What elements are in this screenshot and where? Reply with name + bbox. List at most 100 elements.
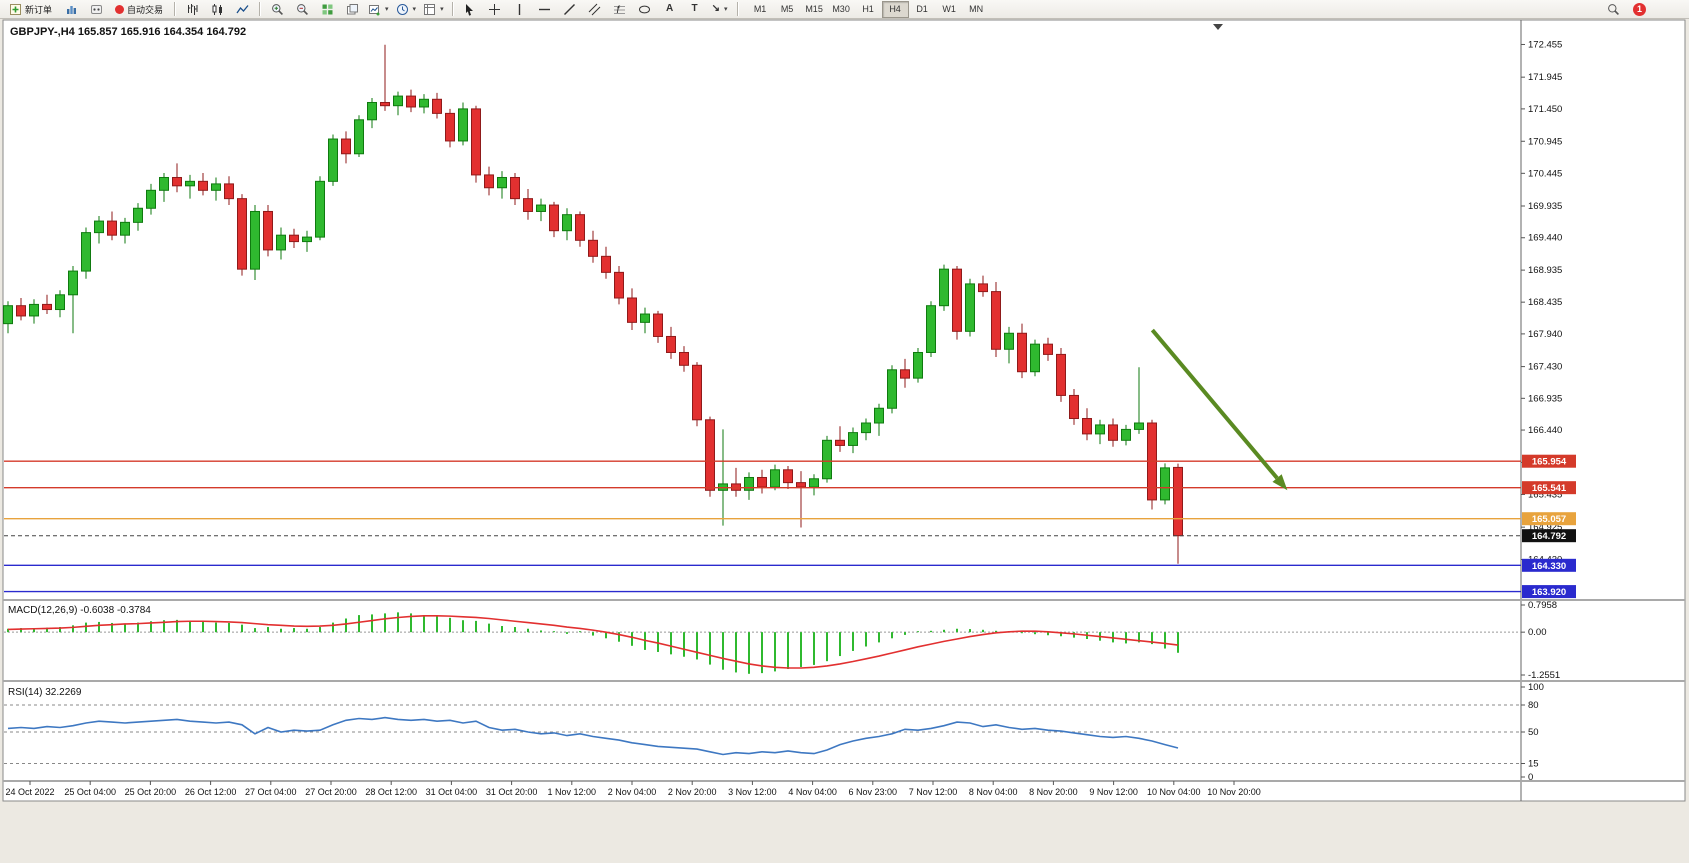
bar-chart-button[interactable]	[180, 1, 204, 18]
svg-text:167.430: 167.430	[1528, 362, 1562, 373]
rsi-axis-label: 15	[1528, 759, 1539, 770]
ohlc-bars-icon	[187, 3, 198, 15]
svg-text:31 Oct 20:00: 31 Oct 20:00	[486, 787, 538, 797]
crosshair-button[interactable]	[483, 1, 507, 18]
svg-text:27 Oct 04:00: 27 Oct 04:00	[245, 787, 297, 797]
line-chart-button[interactable]	[230, 1, 254, 18]
svg-text:2 Nov 04:00: 2 Nov 04:00	[608, 787, 657, 797]
chart-shift-marker-icon[interactable]	[1213, 24, 1223, 30]
channel-button[interactable]	[583, 1, 607, 18]
svg-text:167.940: 167.940	[1528, 329, 1562, 340]
timeframe-w1[interactable]: W1	[942, 4, 956, 14]
svg-text:166.440: 166.440	[1528, 425, 1562, 436]
ellipse-shape-icon	[639, 5, 651, 13]
svg-text:2 Nov 20:00: 2 Nov 20:00	[668, 787, 717, 797]
auto-trading-status-icon	[115, 4, 125, 14]
timeframe-h4[interactable]: H4	[881, 0, 909, 18]
timeframe-h1[interactable]: H1	[862, 4, 874, 14]
template-icon	[424, 3, 436, 15]
new-chart-icon	[369, 4, 380, 15]
macd-axis-label: 0.00	[1528, 627, 1547, 638]
dropdown-caret-icon: ▾	[440, 6, 444, 13]
rsi-label: RSI(14) 32.2269	[8, 687, 82, 698]
price-badge-164.792: 164.792	[1522, 529, 1576, 543]
svg-text:171.450: 171.450	[1528, 104, 1562, 115]
tile-windows-icon	[322, 4, 333, 14]
timeframe-d1[interactable]: D1	[916, 4, 928, 14]
cascade-windows-button[interactable]	[340, 1, 364, 18]
fibonacci-button[interactable]: f	[608, 1, 632, 18]
zoom-out-button[interactable]	[290, 1, 314, 18]
clock-icon	[396, 3, 408, 15]
toolbar-separator	[451, 2, 453, 16]
trendline-icon	[564, 3, 576, 15]
templates-button[interactable]: ▾	[420, 1, 447, 18]
chart-window-frame	[2, 19, 1686, 802]
toolbar-separator	[736, 2, 738, 16]
price-badge-165.954: 165.954	[1522, 454, 1576, 468]
svg-text:3 Nov 12:00: 3 Nov 12:00	[728, 787, 777, 797]
trend-arrow[interactable]	[1150, 328, 1288, 491]
svg-text:168.435: 168.435	[1528, 297, 1562, 308]
svg-text:165.435: 165.435	[1528, 489, 1562, 500]
period-clock-button[interactable]: ▾	[393, 1, 420, 18]
macd-label: MACD(12,26,9) -0.6038 -0.3784	[8, 605, 151, 616]
vertical-line-button[interactable]	[508, 1, 532, 18]
svg-text:169.440: 169.440	[1528, 233, 1562, 244]
search-icon	[1607, 3, 1619, 15]
timeframe-mn[interactable]: MN	[969, 4, 984, 14]
text-a-icon: A	[665, 3, 674, 14]
new-order-icon	[10, 3, 21, 15]
cursor-button[interactable]	[458, 1, 482, 18]
rsi-axis-label: 100	[1528, 682, 1544, 693]
rsi-line	[7, 716, 1179, 756]
svg-text:172.455: 172.455	[1528, 39, 1562, 50]
expert-advisors-button[interactable]	[84, 1, 108, 18]
toolbar-right-group: 1	[1601, 1, 1646, 18]
text-button[interactable]: A	[658, 1, 682, 18]
toolbar-separator	[174, 2, 176, 16]
zoom-in-icon	[271, 3, 283, 15]
price-badge-165.541: 165.541	[1522, 481, 1576, 495]
candlestick-chart-button[interactable]	[205, 1, 229, 18]
timeframe-m1[interactable]: M1	[753, 4, 767, 14]
cursor-icon	[466, 3, 474, 16]
chart-canvas[interactable]: 172.455 171.945 171.450 170.945 170.445 169.9…	[0, 19, 1689, 863]
rsi-axis-label: 0	[1528, 772, 1533, 783]
horizontal-line-button[interactable]	[533, 1, 557, 18]
svg-text:26 Oct 12:00: 26 Oct 12:00	[185, 787, 237, 797]
channel-icon	[588, 3, 601, 15]
new-order-label: 新订单	[25, 4, 53, 15]
new-chart-button[interactable]: ▾	[365, 1, 392, 18]
svg-text:31 Oct 04:00: 31 Oct 04:00	[426, 787, 478, 797]
svg-text:f: f	[617, 5, 621, 16]
timeframe-m30[interactable]: M30	[832, 4, 850, 14]
line-chart-icon	[235, 4, 249, 13]
new-order-button[interactable]: 新订单	[3, 1, 58, 18]
search-button[interactable]	[1601, 1, 1625, 18]
svg-text:25 Oct 04:00: 25 Oct 04:00	[64, 787, 116, 797]
arrows-button[interactable]: ↘ ▾	[708, 1, 732, 18]
trendline-button[interactable]	[558, 1, 582, 18]
timeframe-m15[interactable]: M15	[805, 4, 823, 14]
svg-text:6 Nov 23:00: 6 Nov 23:00	[849, 787, 898, 797]
svg-text:7 Nov 12:00: 7 Nov 12:00	[909, 787, 958, 797]
notification-badge[interactable]: 1	[1633, 2, 1646, 16]
zoom-in-button[interactable]	[265, 1, 289, 18]
shapes-button[interactable]	[633, 1, 657, 18]
svg-text:171.945: 171.945	[1528, 72, 1562, 83]
timeframe-m5[interactable]: M5	[780, 4, 794, 14]
tile-windows-button[interactable]	[315, 1, 339, 18]
timeframe-group: M1 M5 M15 M30 H1 H4 D1 W1 MN	[747, 0, 990, 18]
auto-trading-label: 自动交易	[127, 4, 164, 15]
text-label-button[interactable]: T	[683, 1, 707, 18]
svg-text:9 Nov 12:00: 9 Nov 12:00	[1089, 787, 1138, 797]
svg-text:1 Nov 12:00: 1 Nov 12:00	[548, 787, 597, 797]
svg-text:163.920: 163.920	[1532, 587, 1566, 598]
dropdown-caret-icon: ▾	[385, 6, 389, 13]
auto-trading-button[interactable]: 自动交易	[109, 1, 169, 18]
price-badge-163.920: 163.920	[1522, 585, 1576, 599]
chart-title: GBPJPY-,H4 165.857 165.916 164.354 164.7…	[10, 26, 246, 38]
charts-window-button[interactable]	[59, 1, 83, 18]
svg-text:10 Nov 20:00: 10 Nov 20:00	[1207, 787, 1261, 797]
